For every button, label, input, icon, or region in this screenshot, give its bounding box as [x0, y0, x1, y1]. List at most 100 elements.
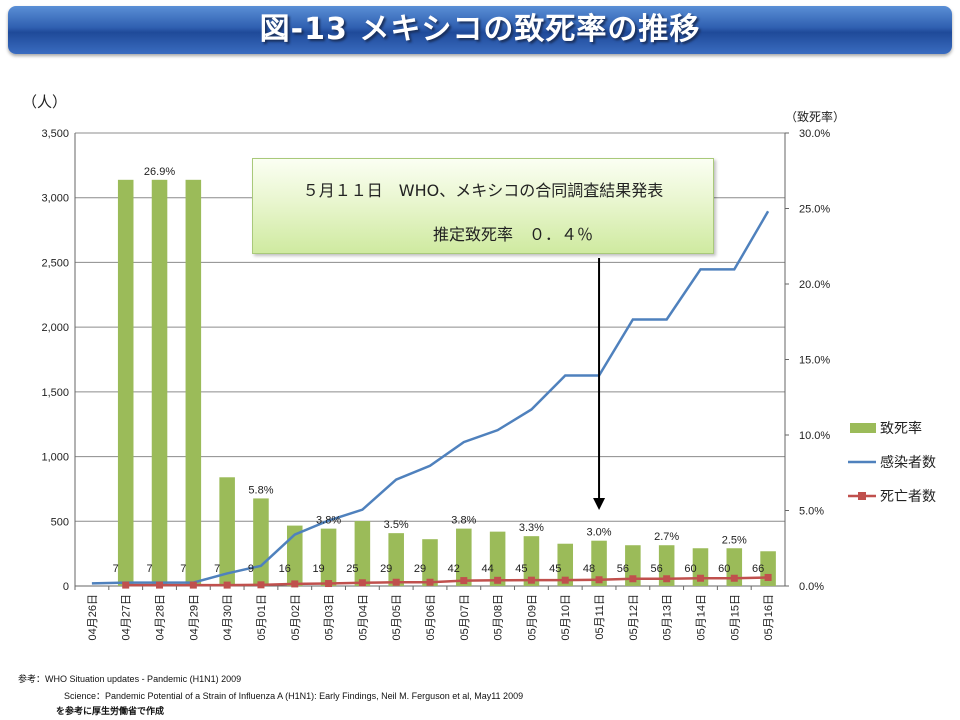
y-right-tick-label: 10.0% — [799, 430, 830, 442]
deaths-marker — [696, 574, 704, 582]
x-tick-label: 04月26日 — [87, 594, 99, 640]
deaths-marker — [291, 580, 299, 588]
y-left-tick-label: 0 — [63, 581, 69, 593]
death-label: 19 — [312, 563, 324, 575]
rate-bar — [422, 539, 438, 586]
x-tick-label: 05月13日 — [662, 594, 674, 640]
deaths-marker — [325, 580, 333, 588]
x-tick-label: 05月12日 — [628, 594, 640, 640]
annotation-arrowhead — [593, 498, 606, 510]
y-right-axis-label: （致死率） — [785, 109, 845, 124]
series-lines — [91, 210, 772, 589]
annotation-line2: 推定致死率 ０．４％ — [432, 225, 593, 244]
deaths-marker — [257, 581, 265, 589]
annotation-line1: ５月１１日 WHO、メキシコの合同調査結果発表 — [302, 181, 664, 200]
deaths-marker — [494, 576, 502, 584]
death-label: 44 — [481, 563, 493, 575]
annotation-box: ５月１１日 WHO、メキシコの合同調査結果発表 推定致死率 ０．４％ — [252, 158, 714, 254]
y-right-tick-label: 15.0% — [799, 355, 830, 367]
rate-label: 3.0% — [587, 527, 612, 539]
x-tick-label: 05月05日 — [391, 594, 403, 640]
deaths-marker — [629, 575, 637, 583]
x-tick-label: 05月11日 — [594, 594, 606, 640]
rate-bars — [117, 179, 776, 586]
rate-bar — [557, 543, 574, 586]
death-label: 25 — [346, 563, 358, 575]
death-label: 48 — [583, 563, 595, 575]
y-right-tick-label: 30.0% — [799, 128, 830, 140]
x-tick-label: 05月06日 — [425, 594, 437, 640]
death-label: 29 — [380, 563, 392, 575]
x-tick-label: 04月30日 — [222, 594, 234, 640]
x-tick-label: 05月14日 — [695, 594, 707, 640]
death-label: 7 — [214, 563, 220, 575]
death-label: 7 — [180, 563, 186, 575]
deaths-marker — [764, 573, 772, 581]
rate-label: 3.5% — [384, 519, 409, 531]
rate-bar — [253, 498, 269, 586]
rate-bar — [286, 525, 303, 586]
death-label: 7 — [113, 563, 119, 575]
deaths-marker — [663, 575, 671, 583]
y-left-tick-label: 2,500 — [41, 257, 69, 269]
x-tick-label: 04月28日 — [155, 594, 167, 640]
deaths-marker — [189, 581, 197, 589]
source-line2: Science：Pandemic Potential of a Strain o… — [64, 689, 523, 702]
y-right-tick-label: 25.0% — [799, 204, 830, 216]
rate-bar — [117, 179, 134, 586]
rate-label: 2.5% — [722, 534, 747, 546]
source-text2: Pandemic Potential of a Strain of Influe… — [105, 691, 524, 701]
deaths-line — [125, 576, 769, 587]
y-right-tick-label: 20.0% — [799, 279, 830, 291]
deaths-marker — [527, 576, 535, 584]
y-left-tick-label: 3,000 — [41, 193, 69, 205]
death-label: 7 — [146, 563, 152, 575]
title-banner: 図-13 メキシコの致死率の推移 — [8, 6, 952, 54]
death-label: 60 — [718, 563, 730, 575]
y-left-tick-label: 1,500 — [41, 387, 69, 399]
rate-bar — [185, 179, 202, 586]
deaths-marker — [122, 581, 130, 589]
rate-bar — [151, 179, 168, 586]
deaths-marker — [730, 574, 738, 582]
rate-bar — [388, 533, 404, 586]
death-label: 56 — [651, 563, 663, 575]
rate-bar — [726, 548, 743, 586]
death-label: 45 — [549, 563, 561, 575]
source-line1: 参考：WHO Situation updates - Pandemic (H1N… — [18, 672, 241, 685]
y-left-tick-label: 500 — [51, 516, 69, 528]
deaths-marker — [595, 576, 603, 584]
x-tick-label: 05月09日 — [526, 594, 538, 640]
rate-label: 5.8% — [248, 484, 273, 496]
x-tick-label: 05月04日 — [357, 594, 369, 640]
source-text1: WHO Situation updates - Pandemic (H1N1) … — [45, 674, 242, 684]
deaths-marker — [223, 581, 231, 589]
deaths-marker — [460, 577, 468, 585]
deaths-marker — [358, 579, 366, 587]
x-tick-label: 04月27日 — [121, 594, 133, 640]
rate-bar — [591, 540, 607, 586]
rate-bar — [354, 521, 371, 586]
source-label2: Science： — [64, 691, 106, 701]
rate-label: 26.9% — [144, 166, 175, 178]
deaths-marker — [392, 578, 400, 586]
rate-bar — [489, 531, 506, 586]
x-tick-label: 05月10日 — [560, 594, 572, 640]
rate-label: 3.8% — [316, 515, 341, 527]
legend-label: 致死率 — [880, 420, 922, 436]
legend-label: 感染者数 — [880, 454, 936, 470]
x-tick-label: 05月15日 — [729, 594, 741, 640]
death-label: 56 — [617, 563, 629, 575]
y-left-axis-label: （人） — [22, 94, 67, 111]
x-tick-label: 04月29日 — [188, 594, 200, 640]
deaths-marker — [561, 576, 569, 584]
death-label: 16 — [279, 563, 291, 575]
death-label: 66 — [752, 563, 764, 575]
rate-bar — [625, 545, 641, 586]
death-label: 9 — [248, 563, 254, 575]
data-labels: 7 7 7 7 9 16 19 25 29 29 42 44 45 45 48 56 56 60 60 66 26.9%… — [113, 166, 765, 575]
x-tick-label: 05月07日 — [459, 594, 471, 640]
deaths-marker — [156, 581, 164, 589]
